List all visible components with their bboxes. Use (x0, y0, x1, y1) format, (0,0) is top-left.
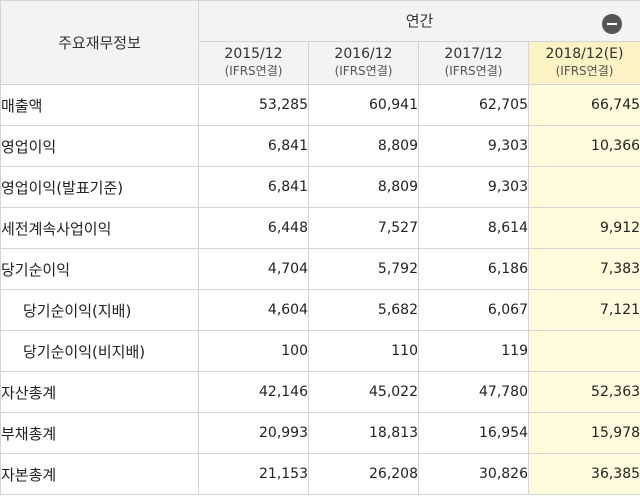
row-label: 당기순이익(비지배) (0, 330, 199, 372)
row-label: 매출액 (0, 84, 199, 126)
period-year: 2018/12(E) (545, 46, 624, 62)
table-row: 부채총계 20,993 18,813 16,954 15,978 (0, 412, 640, 454)
annual-group-label: 연간 (405, 11, 434, 30)
period-year: 2017/12 (444, 46, 503, 62)
value-cell: 119 (418, 330, 529, 372)
value-cell: 6,841 (198, 166, 309, 208)
row-label: 당기순이익 (0, 248, 199, 290)
value-cell: 6,841 (198, 125, 309, 167)
value-cell: 66,745 (527, 84, 640, 126)
value-cell: 6,186 (418, 248, 529, 290)
row-label: 당기순이익(지배) (0, 289, 199, 331)
table-row: 당기순이익(지배) 4,604 5,682 6,067 7,121 (0, 289, 640, 331)
header-group-row: 주요재무정보 연간 (0, 0, 640, 85)
value-cell (527, 166, 640, 208)
value-cell: 7,527 (308, 207, 419, 249)
annual-group-header: 연간 (197, 0, 640, 42)
value-cell: 5,792 (308, 248, 419, 290)
value-cell: 62,705 (418, 84, 529, 126)
value-cell: 47,780 (418, 371, 529, 413)
value-cell: 100 (198, 330, 309, 372)
value-cell: 10,366 (527, 125, 640, 167)
value-cell (527, 330, 640, 372)
period-basis: (IFRS연결) (444, 64, 503, 78)
value-cell: 36,385 (527, 453, 640, 495)
table-row: 자산총계 42,146 45,022 47,780 52,363 (0, 371, 640, 413)
value-cell: 8,614 (418, 207, 529, 249)
table-row: 세전계속사업이익 6,448 7,527 8,614 9,912 (0, 207, 640, 249)
table-row: 당기순이익(비지배) 100 110 119 (0, 330, 640, 372)
table-row: 영업이익(발표기준) 6,841 8,809 9,303 (0, 166, 640, 208)
value-cell: 9,303 (418, 166, 529, 208)
value-cell: 6,448 (198, 207, 309, 249)
period-year: 2016/12 (334, 46, 393, 62)
minus-circle-icon[interactable] (602, 14, 623, 34)
table-row: 자본총계 21,153 26,208 30,826 36,385 (0, 453, 640, 495)
value-cell: 53,285 (198, 84, 309, 126)
value-cell: 9,912 (527, 207, 640, 249)
period-header-2: 2016/12 (IFRS연결) (308, 41, 419, 85)
value-cell: 6,067 (418, 289, 529, 331)
value-cell: 45,022 (308, 371, 419, 413)
value-cell: 9,303 (418, 125, 529, 167)
value-cell: 21,153 (198, 453, 309, 495)
table-row: 매출액 53,285 60,941 62,705 66,745 (0, 84, 640, 126)
period-header-4: 2018/12(E) (IFRS연결) (527, 41, 640, 85)
table-header: 주요재무정보 연간 2015/12 (IFRS연결) 2016/12 (IFRS연결)… (0, 0, 640, 85)
value-cell: 7,383 (527, 248, 640, 290)
value-cell: 16,954 (418, 412, 529, 454)
table-row: 당기순이익 4,704 5,792 6,186 7,383 (0, 248, 640, 290)
row-label: 세전계속사업이익 (0, 207, 199, 249)
row-label: 영업이익(발표기준) (0, 166, 199, 208)
value-cell: 110 (308, 330, 419, 372)
row-header-label: 주요재무정보 (0, 0, 199, 85)
value-cell: 4,704 (198, 248, 309, 290)
value-cell: 42,146 (198, 371, 309, 413)
value-cell: 8,809 (308, 166, 419, 208)
value-cell: 7,121 (527, 289, 640, 331)
period-header-3: 2017/12 (IFRS연결) (418, 41, 529, 85)
table-row: 영업이익 6,841 8,809 9,303 10,366 (0, 125, 640, 167)
period-year: 2015/12 (224, 46, 283, 62)
row-label: 영업이익 (0, 125, 199, 167)
value-cell: 20,993 (198, 412, 309, 454)
period-header-1: 2015/12 (IFRS연결) (198, 41, 309, 85)
table-body: 매출액 53,285 60,941 62,705 66,745 영업이익 6,841 8,80… (0, 84, 640, 495)
value-cell: 5,682 (308, 289, 419, 331)
period-basis: (IFRS연결) (224, 64, 283, 78)
value-cell: 18,813 (308, 412, 419, 454)
period-basis: (IFRS연결) (334, 64, 393, 78)
row-label: 자본총계 (0, 453, 199, 495)
value-cell: 8,809 (308, 125, 419, 167)
period-header-row: 2015/12 (IFRS연결) 2016/12 (IFRS연결) 2017/12 (IF… (1, 41, 640, 85)
value-cell: 60,941 (308, 84, 419, 126)
value-cell: 4,604 (198, 289, 309, 331)
period-basis: (IFRS연결) (555, 64, 614, 78)
value-cell: 30,826 (418, 453, 529, 495)
row-label: 자산총계 (0, 371, 199, 413)
row-label: 부채총계 (0, 412, 199, 454)
value-cell: 26,208 (308, 453, 419, 495)
value-cell: 52,363 (527, 371, 640, 413)
value-cell: 15,978 (527, 412, 640, 454)
